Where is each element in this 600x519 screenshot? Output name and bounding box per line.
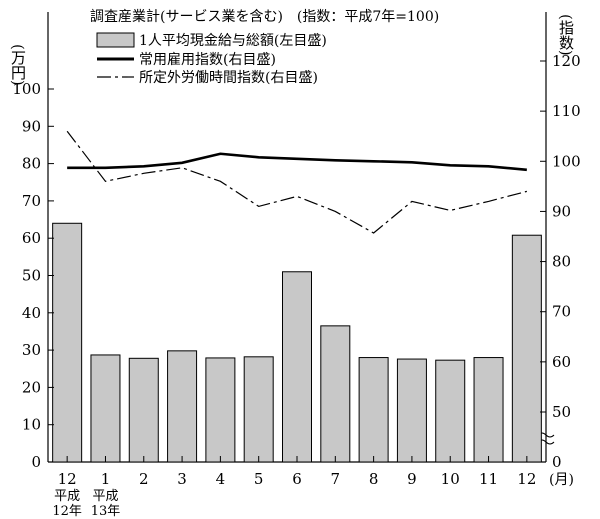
chart-title: 調査産業計(サービス業を含む) (指数：平成7年=100) xyxy=(90,9,439,25)
right-tick-label: 80 xyxy=(552,253,571,271)
x-tick-sublabel: 13年 xyxy=(91,504,121,519)
bar xyxy=(52,222,83,463)
left-tick-label: 80 xyxy=(22,155,41,173)
left-axis-ticks: 0 10 20 30 40 50 60 70 80 90 100 xyxy=(12,80,54,471)
right-tick-label: 100 xyxy=(552,152,581,170)
right-tick-label: 60 xyxy=(552,353,571,371)
right-axis-label: (指数) xyxy=(557,14,575,56)
x-tick-sublabel: 12年 xyxy=(52,504,82,519)
bar-group xyxy=(52,222,542,463)
right-tick-label: 120 xyxy=(552,52,581,70)
right-tick-label: 110 xyxy=(552,102,581,120)
left-tick-label: 40 xyxy=(22,304,41,322)
left-tick-label: 10 xyxy=(22,416,41,434)
left-tick-label: 20 xyxy=(22,378,41,396)
x-tick-sublabel: 平成 xyxy=(54,489,80,504)
x-tick-label: 8 xyxy=(369,470,379,488)
legend-label-overtime: 所定外労働時間指数(右目盛) xyxy=(139,70,318,86)
right-tick-label: 70 xyxy=(552,303,571,321)
x-tick-label: 5 xyxy=(254,470,264,488)
bar xyxy=(167,350,198,463)
bar xyxy=(396,358,427,463)
bar xyxy=(320,325,351,463)
left-tick-label: 50 xyxy=(22,267,41,285)
x-tick-label: 11 xyxy=(479,470,498,488)
bar xyxy=(435,359,466,463)
x-tick-label: 7 xyxy=(331,470,341,488)
right-tick-label-zero: 0 xyxy=(552,453,562,471)
x-tick-label: 9 xyxy=(407,470,417,488)
right-tick-label: 50 xyxy=(552,403,571,421)
bar xyxy=(90,354,121,463)
series-line-overtime xyxy=(66,130,527,234)
line-group xyxy=(66,130,527,234)
left-tick-label: 60 xyxy=(22,229,41,247)
x-tick-sublabel: 平成 xyxy=(92,489,118,504)
bar xyxy=(128,357,159,463)
x-tick-label: 1 xyxy=(101,470,111,488)
left-tick-label: 100 xyxy=(12,80,41,98)
bar xyxy=(205,357,236,463)
bar xyxy=(511,234,542,463)
x-tick-label: 3 xyxy=(177,470,187,488)
legend-label-employment: 常用雇用指数(右目盛) xyxy=(139,51,276,68)
x-tick-label: 12 xyxy=(517,470,536,488)
legend-label-bar: 1人平均現金給与総額(左目盛) xyxy=(139,33,327,49)
x-tick-label: 2 xyxy=(139,470,149,488)
bar xyxy=(282,271,312,463)
right-axis-ticks: 50 60 70 80 90 100 110 120 0 xyxy=(540,52,581,471)
x-tick-label: 4 xyxy=(216,470,226,488)
left-tick-label: 0 xyxy=(31,453,41,471)
x-tick-label: 10 xyxy=(441,470,460,488)
legend: 1人平均現金給与総額(左目盛) 常用雇用指数(右目盛) 所定外労働時間指数(右目… xyxy=(96,32,327,86)
x-unit-label: (月) xyxy=(549,472,574,488)
left-axis-label: (万円) xyxy=(9,44,27,86)
bar xyxy=(358,357,389,463)
left-tick-label: 90 xyxy=(22,117,41,135)
bar xyxy=(473,357,504,463)
right-tick-label: 90 xyxy=(552,202,571,220)
series-line-employment xyxy=(67,152,527,172)
bar xyxy=(243,356,274,463)
x-tick-label: 6 xyxy=(292,470,302,488)
left-tick-label: 30 xyxy=(22,341,41,359)
x-tick-label: 12 xyxy=(58,470,77,488)
legend-swatch-bar xyxy=(96,32,135,48)
left-tick-label: 70 xyxy=(22,192,41,210)
